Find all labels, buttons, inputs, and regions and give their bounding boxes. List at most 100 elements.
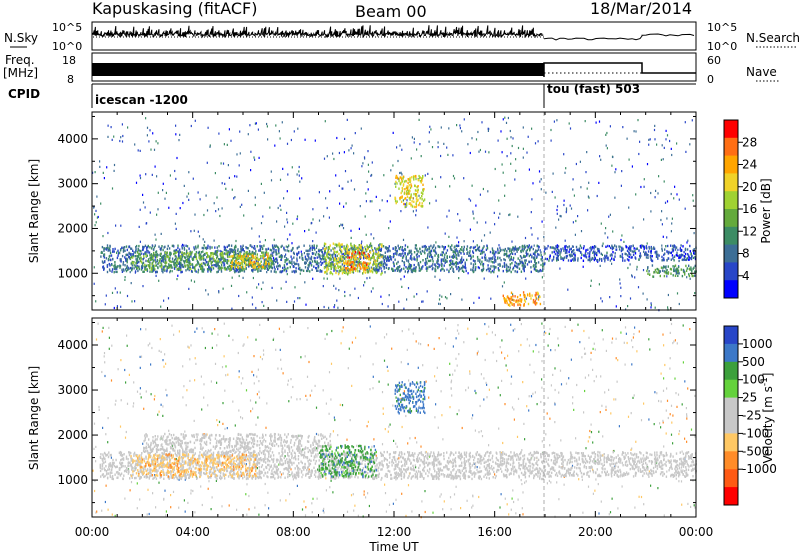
power-region-0 <box>109 255 110 257</box>
power-echo <box>570 205 571 207</box>
power-echo <box>484 278 485 280</box>
power-echo <box>120 306 121 308</box>
power-echo <box>614 197 615 199</box>
power-region-0 <box>437 266 438 268</box>
power-region-4 <box>355 251 356 253</box>
power-region-1 <box>194 268 195 270</box>
power-region-1 <box>215 253 216 255</box>
power-region-0 <box>299 256 300 258</box>
nsearch-tick-low: 10^0 <box>707 40 737 53</box>
power-echo <box>350 230 351 232</box>
power-region-0 <box>384 262 385 264</box>
power-region-2 <box>239 262 240 264</box>
power-echo <box>299 297 300 299</box>
power-region-2 <box>252 261 253 263</box>
power-region-3 <box>349 272 350 274</box>
power-echo <box>459 124 460 126</box>
power-echo <box>297 218 298 220</box>
velocity-echo <box>415 437 416 439</box>
power-region-0 <box>278 248 279 250</box>
power-region-7 <box>650 256 651 258</box>
power-region-6 <box>509 298 510 300</box>
beam-title: Beam 00 <box>355 2 427 21</box>
power-region-3 <box>328 261 329 263</box>
velocity-echo <box>643 403 644 405</box>
power-echo <box>291 139 292 141</box>
power-region-0 <box>112 248 113 250</box>
power-region-0 <box>305 258 306 260</box>
power-echo <box>485 151 486 153</box>
velocity-echo <box>229 504 230 506</box>
power-region-1 <box>268 260 269 262</box>
power-region-0 <box>104 256 105 258</box>
power-region-1 <box>169 260 170 262</box>
power-region-7 <box>567 246 568 248</box>
power-region-7 <box>687 257 688 259</box>
power-region-3 <box>326 267 327 269</box>
power-region-0 <box>332 256 333 258</box>
power-echo <box>241 204 242 206</box>
power-region-5 <box>422 184 423 186</box>
power-region-0 <box>257 270 258 272</box>
power-region-8 <box>690 268 691 270</box>
power-region-0 <box>397 261 398 263</box>
power-region-0 <box>414 264 415 266</box>
velocity-echo <box>687 503 688 505</box>
power-echo <box>392 164 393 166</box>
power-region-0 <box>111 254 112 256</box>
power-region-0 <box>130 253 131 255</box>
power-region-1 <box>185 257 186 259</box>
power-region-1 <box>272 261 273 263</box>
power-region-0 <box>112 251 113 253</box>
power-region-0 <box>285 259 286 261</box>
power-region-0 <box>425 246 426 248</box>
power-echo <box>251 227 252 229</box>
power-region-0 <box>317 270 318 272</box>
power-echo <box>312 218 313 220</box>
power-echo <box>175 133 176 135</box>
power-region-0 <box>511 271 512 273</box>
velocity-echo <box>107 441 108 443</box>
power-region-7 <box>550 246 551 248</box>
power-region-5 <box>416 198 417 200</box>
power-region-0 <box>158 246 159 248</box>
power-region-3 <box>373 250 374 252</box>
power-echo <box>299 166 300 168</box>
power-echo <box>439 279 440 281</box>
power-region-0 <box>522 245 523 247</box>
power-region-0 <box>298 252 299 254</box>
power-region-5 <box>403 184 404 186</box>
power-echo <box>275 124 276 126</box>
power-region-0 <box>504 266 505 268</box>
power-region-7 <box>593 247 594 249</box>
power-echo <box>186 196 187 198</box>
power-region-0 <box>117 250 118 252</box>
power-echo <box>419 143 420 145</box>
power-region-0 <box>535 259 536 261</box>
power-region-0 <box>425 261 426 263</box>
power-echo <box>470 152 471 154</box>
power-region-2 <box>247 257 248 259</box>
power-echo <box>600 265 601 267</box>
power-region-0 <box>103 250 104 252</box>
velocity-echo <box>139 498 140 500</box>
power-region-0 <box>399 266 400 268</box>
power-region-0 <box>355 264 356 266</box>
power-region-1 <box>221 252 222 254</box>
power-echo <box>556 119 557 121</box>
power-region-0 <box>485 254 486 256</box>
power-echo <box>408 287 409 289</box>
power-region-4 <box>351 256 352 258</box>
power-echo <box>207 209 208 211</box>
power-region-1 <box>199 253 200 255</box>
power-echo <box>335 174 336 176</box>
power-region-3 <box>345 247 346 249</box>
power-echo <box>400 210 401 212</box>
power-region-0 <box>287 249 288 251</box>
power-region-5 <box>401 192 402 194</box>
velocity-echo <box>388 431 389 433</box>
power-echo <box>308 229 309 231</box>
power-region-0 <box>110 259 111 261</box>
power-region-1 <box>190 268 191 270</box>
power-echo <box>445 296 446 298</box>
